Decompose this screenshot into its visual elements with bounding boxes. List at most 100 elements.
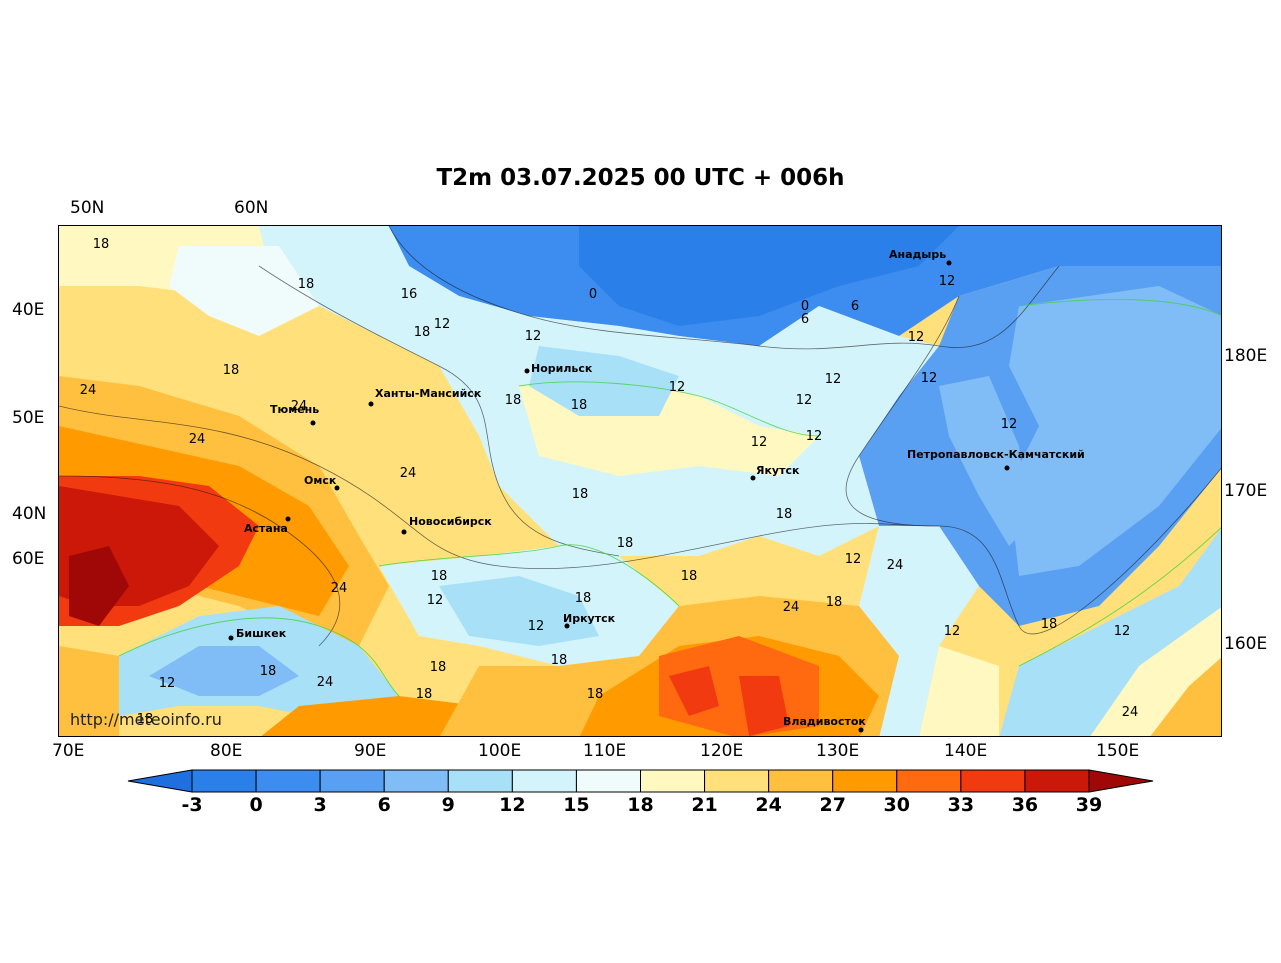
colorbar-tick-label: 9 (441, 794, 455, 816)
colorbar-segment (960, 769, 1026, 793)
contour-label: 18 (571, 398, 588, 413)
west-siberia (59, 266, 559, 566)
hot-spot-b (739, 676, 789, 736)
temperature-map: Анадырь Норильск Ханты-Мансийск Тюмень П… (58, 225, 1222, 737)
contour-label: 6 (851, 299, 859, 314)
contour-label: 18 (575, 591, 592, 606)
contour-label: 18 (776, 507, 793, 522)
contour-label: 24 (400, 466, 417, 481)
contour-label: 12 (796, 393, 813, 408)
contour-label: 18 (1041, 617, 1058, 632)
contour-label: 18 (414, 325, 431, 340)
putorana-cool (529, 346, 679, 416)
contour-label: 24 (887, 558, 904, 573)
city-label-yakutsk: Якутск (756, 464, 800, 477)
contour-label: 24 (331, 581, 348, 596)
contour-label: 18 (587, 687, 604, 702)
city-markers: Анадырь Норильск Ханты-Мансийск Тюмень П… (228, 248, 1085, 733)
contour-label: 12 (669, 380, 686, 395)
contour-label: 12 (825, 372, 842, 387)
colorbar-segment (832, 769, 898, 793)
colorbar-tick-label: 36 (1011, 794, 1039, 816)
contour-label: 12 (921, 371, 938, 386)
colorbar-tick-label: 27 (819, 794, 846, 816)
contour-label: 12 (525, 329, 542, 344)
city-label-khanty-mansiysk: Ханты-Мансийск (375, 387, 482, 400)
lon-label-bottom-2: 90E (354, 741, 387, 761)
city-dot-anadyr (946, 260, 952, 266)
city-label-tyumen: Тюмень (270, 403, 319, 416)
city-dot-norilsk (524, 368, 530, 374)
lon-label-right-1: 170E (1224, 481, 1268, 501)
contour-label: 12 (806, 429, 823, 444)
contour-label: 18 (505, 393, 522, 408)
colorbar-segment (383, 769, 449, 793)
contour-label: 24 (783, 600, 800, 615)
city-dot-novosibirsk (401, 529, 407, 535)
city-dot-irkutsk (564, 623, 570, 629)
contour-label: 18 (617, 536, 634, 551)
colorbar-segment (191, 769, 257, 793)
contour-label: 12 (908, 330, 925, 345)
colorbar-tick-label: 21 (691, 794, 718, 816)
contour-label: 18 (431, 569, 448, 584)
primorye-cool (859, 526, 979, 736)
city-label-norilsk: Норильск (531, 362, 593, 375)
kamchatka (939, 376, 1029, 546)
contour-label: 18 (572, 487, 589, 502)
city-label-petropavlovsk: Петропавловск-Камчатский (907, 448, 1085, 461)
colorbar-tick-label: 12 (499, 794, 526, 816)
contour-label: 12 (939, 274, 956, 289)
contour-label: 24 (189, 432, 206, 447)
lon-label-bottom-8: 150E (1096, 741, 1140, 761)
tianshan-cold (149, 646, 299, 696)
contour-label: 12 (751, 435, 768, 450)
city-label-novosibirsk: Новосибирск (409, 515, 492, 528)
colorbar-segment (255, 769, 321, 793)
lon-label-bottom-7: 140E (944, 741, 988, 761)
colorbar-segment (319, 769, 385, 793)
city-label-anadyr: Анадырь (889, 248, 946, 261)
colorbar-tick-label: 39 (1075, 794, 1103, 816)
city-label-omsk: Омск (304, 474, 337, 487)
isotherm-lines (59, 226, 1221, 647)
temperature-field: Анадырь Норильск Ханты-Мансийск Тюмень П… (59, 226, 1221, 736)
ural-cool (169, 246, 319, 336)
lon-label-bottom-1: 80E (210, 741, 243, 761)
contour-label: 18 (551, 653, 568, 668)
contour-label: 12 (528, 619, 545, 634)
contour-label: 12 (434, 317, 451, 332)
city-dot-yakutsk (750, 475, 756, 481)
contour-label: 12 (1114, 624, 1131, 639)
city-label-vladivostok: Владивосток (783, 715, 866, 728)
contour-label: 18 (826, 595, 843, 610)
colorbar-segment (704, 769, 770, 793)
lon-label-bottom-4: 110E (583, 741, 627, 761)
colorbar-tick-label: 18 (627, 794, 654, 816)
colorbar-tick-label: 33 (947, 794, 975, 816)
contour-label: 12 (159, 676, 176, 691)
contour-label: 24 (80, 383, 97, 398)
contour-label: 12 (1001, 417, 1018, 432)
map-title: T2m 03.07.2025 00 UTC + 006h (436, 165, 845, 191)
pacific-ocean-mid (1009, 286, 1221, 576)
contour-label: 12 (845, 552, 862, 567)
lon-label-left-3: 60E (12, 549, 45, 569)
baikal-cool (439, 576, 599, 646)
colorbar-tick-label: -3 (181, 794, 203, 816)
contour-label: 18 (681, 569, 698, 584)
colorbar-segment (640, 769, 706, 793)
city-dot-omsk (334, 485, 340, 491)
contour-label: 16 (401, 287, 418, 302)
lon-label-bottom-3: 100E (478, 741, 522, 761)
contour-label: 0 (589, 287, 597, 302)
colorbar-segment (896, 769, 962, 793)
contour-label: 6 (801, 312, 809, 327)
colorbar-segment (575, 769, 642, 793)
lon-label-bottom-6: 130E (816, 741, 860, 761)
colorbar-tick-label: 3 (313, 794, 327, 816)
hot-spot-a (669, 666, 719, 716)
city-dot-vladivostok (858, 727, 864, 733)
colorbar-extend-high (1088, 769, 1154, 793)
